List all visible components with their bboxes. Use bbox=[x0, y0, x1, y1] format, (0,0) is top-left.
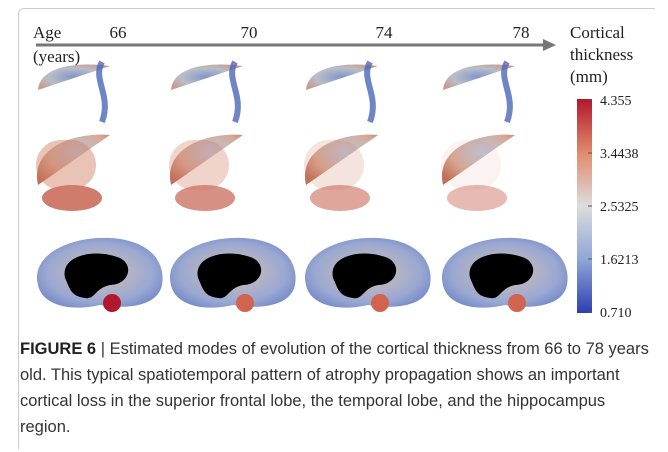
colorbar-tick-label: 3.4438 bbox=[600, 147, 639, 162]
red-overlay bbox=[304, 140, 364, 190]
ventricle bbox=[332, 253, 397, 299]
temporal-lobe bbox=[175, 185, 235, 211]
temporal-lobe bbox=[310, 185, 370, 211]
red-overlay bbox=[169, 140, 229, 190]
brain-lateral bbox=[304, 134, 378, 185]
age-label: 66 bbox=[110, 23, 127, 42]
sulcus bbox=[96, 60, 108, 124]
colorbar-title: thickness bbox=[570, 45, 633, 64]
hippocampus bbox=[371, 294, 389, 312]
age-label: 78 bbox=[513, 23, 530, 42]
age-label: 74 bbox=[376, 23, 394, 42]
sulcus bbox=[501, 60, 513, 124]
hippocampus bbox=[508, 294, 526, 312]
hippocampus bbox=[103, 294, 121, 312]
sulcus bbox=[229, 60, 241, 124]
ventricle bbox=[197, 253, 262, 299]
colorbar-tick-label: 2.5325 bbox=[600, 200, 639, 215]
arrow-head bbox=[543, 39, 556, 51]
axis-label: Age bbox=[33, 23, 61, 42]
brain-top bbox=[171, 64, 243, 90]
brains bbox=[36, 60, 568, 312]
brain-top bbox=[306, 64, 378, 90]
sulcus bbox=[364, 60, 376, 124]
age-label: 70 bbox=[241, 23, 258, 42]
caption: FIGURE 6 | Estimated modes of evolution … bbox=[20, 336, 650, 440]
ventricle bbox=[64, 253, 129, 299]
colorbar-tick-label: 4.355 bbox=[600, 94, 632, 109]
brain-lateral bbox=[36, 134, 111, 185]
hippocampus bbox=[236, 294, 254, 312]
ventricle bbox=[469, 253, 534, 299]
red-overlay bbox=[36, 140, 96, 190]
colorbar-tick-label: 1.6213 bbox=[600, 253, 639, 268]
red-overlay bbox=[441, 140, 501, 190]
brain-lateral bbox=[441, 134, 515, 185]
caption-text: | Estimated modes of evolution of the co… bbox=[20, 340, 649, 436]
colorbar-ticks: 4.355 3.4438 2.5325 1.6213 0.710 bbox=[588, 94, 639, 321]
colorbar-title: (mm) bbox=[570, 67, 608, 86]
axis-unit: (years) bbox=[33, 47, 80, 66]
temporal-lobe bbox=[42, 185, 102, 211]
colorbar-tick-label: 0.710 bbox=[600, 306, 632, 321]
brain-top bbox=[38, 64, 110, 90]
temporal-lobe bbox=[447, 185, 507, 211]
colorbar-title: Cortical bbox=[570, 23, 625, 42]
caption-label: FIGURE 6 bbox=[20, 340, 97, 358]
frame bbox=[18, 8, 655, 449]
brain-top bbox=[443, 64, 515, 90]
brain-lateral bbox=[169, 134, 243, 185]
